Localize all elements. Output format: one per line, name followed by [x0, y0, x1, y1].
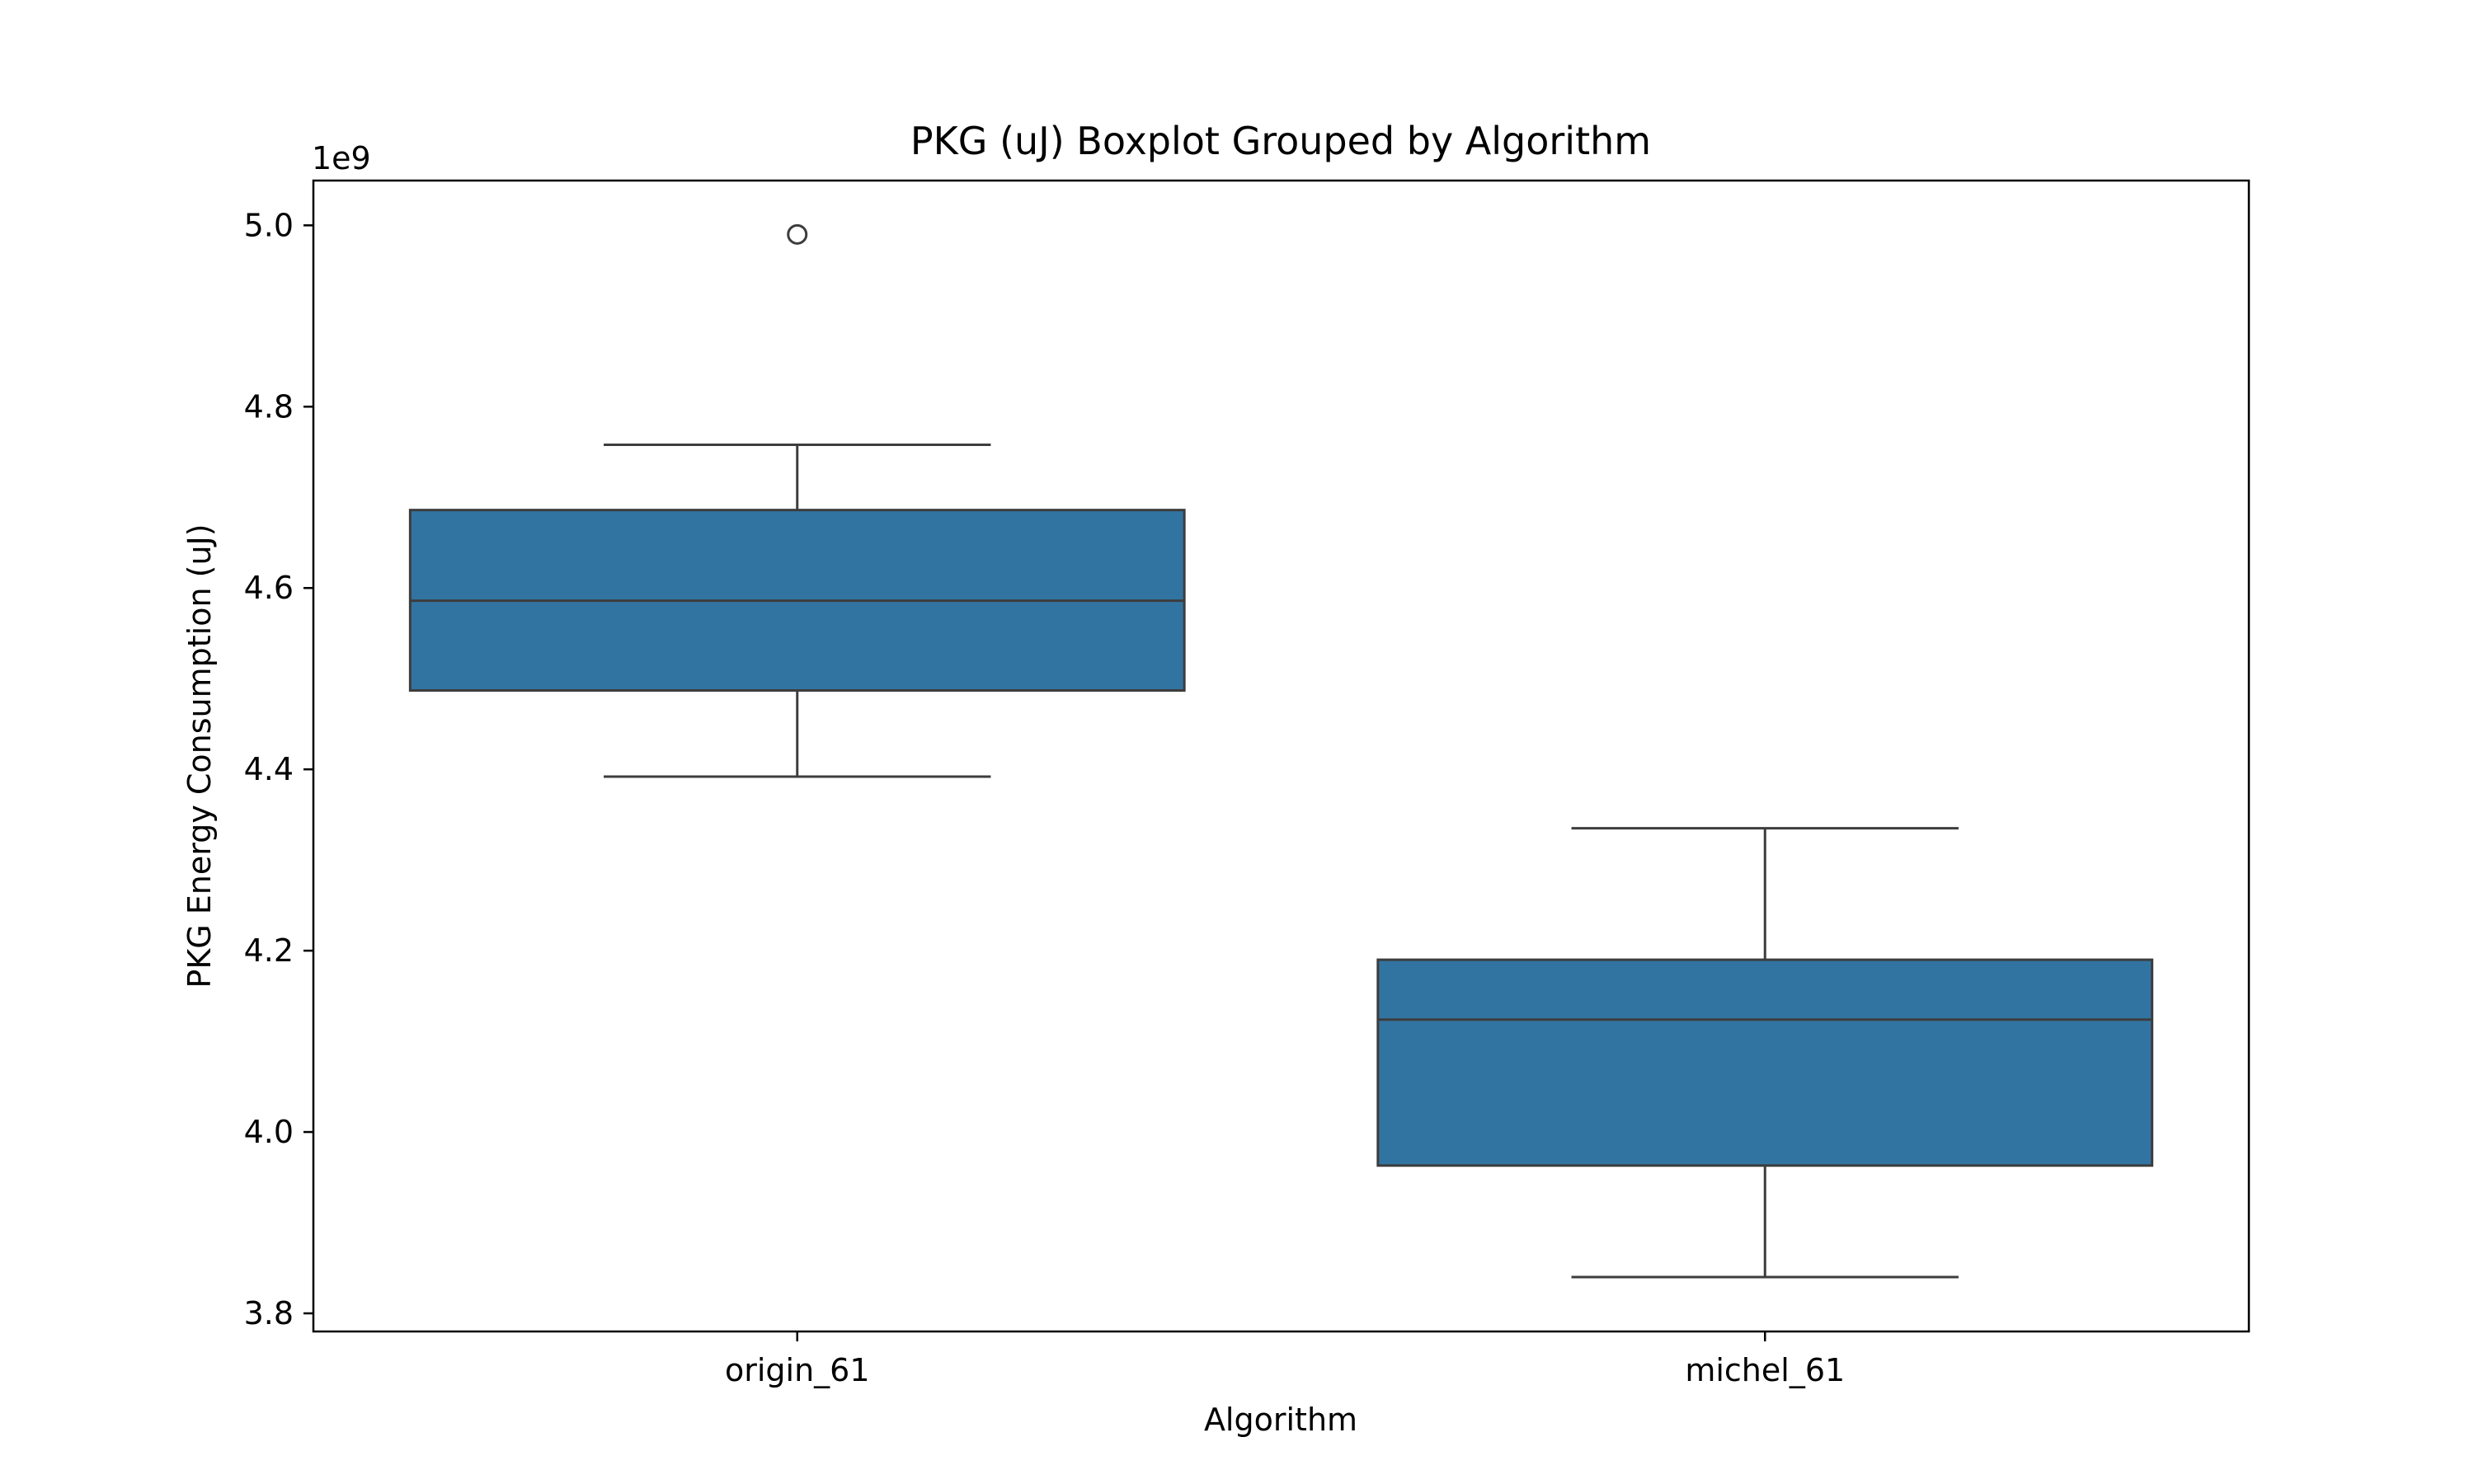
- box-origin_61: [408, 223, 1186, 778]
- y-tick-label: 4.2: [244, 932, 294, 969]
- y-axis-offset-label: 1e9: [312, 140, 371, 176]
- y-tick-label: 4.8: [244, 388, 294, 425]
- x-axis-label: Algorithm: [1204, 1402, 1357, 1438]
- y-axis-label: PKG Energy Consumption (uJ): [181, 524, 218, 988]
- x-tick-label: origin_61: [725, 1352, 870, 1388]
- y-tick-label: 4.6: [244, 570, 294, 606]
- y-tick-label: 4.4: [244, 751, 294, 787]
- box-iqr: [1376, 958, 2154, 1167]
- y-tick-label: 3.8: [244, 1295, 294, 1331]
- box-michel_61: [1376, 827, 2154, 1279]
- box-series: [408, 223, 2154, 1279]
- outlier-point: [787, 223, 808, 245]
- y-axis-ticks: 3.8 4.0 4.2 4.4 4.6 4.8 5.0: [244, 207, 313, 1331]
- plot-area-frame: [312, 179, 2251, 1333]
- x-axis-ticks: origin_61 michel_61: [725, 1331, 1845, 1388]
- x-tick-label: michel_61: [1685, 1352, 1845, 1388]
- chart-title: PKG (uJ) Boxplot Grouped by Algorithm: [910, 119, 1651, 163]
- y-tick-label: 4.0: [244, 1114, 294, 1150]
- y-tick-label: 5.0: [244, 207, 294, 243]
